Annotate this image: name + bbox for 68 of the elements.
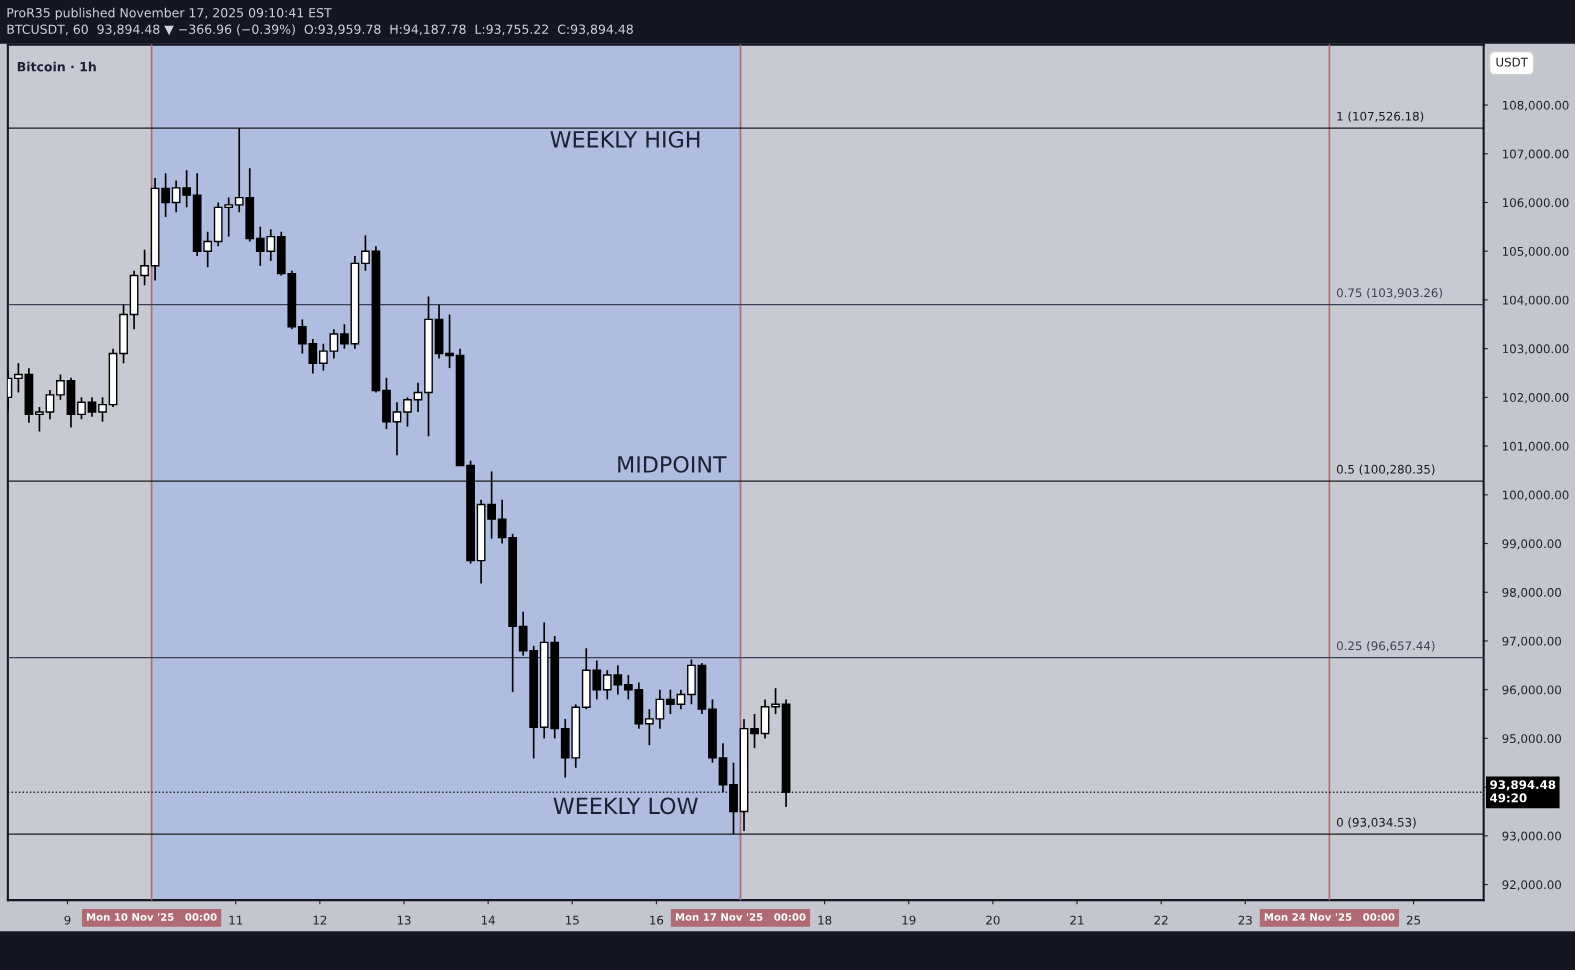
y-tick-label: 108,000.00: [1503, 100, 1569, 111]
ref-line-label: 0.75 (103,903.26): [1336, 288, 1442, 299]
ref-line-label: Mon 10 Nov '25 00:00: [86, 913, 217, 921]
candlestick: [14, 362, 23, 394]
candlestick: [98, 396, 107, 423]
annotation: WEEKLY HIGH: [550, 130, 700, 148]
ref-line-label: 0.25 (96,657.44): [1336, 641, 1435, 652]
y-tick-label: 104,000.00: [1503, 295, 1569, 306]
candlestick: [77, 396, 86, 421]
candlestick: [666, 688, 675, 715]
candlestick: [487, 470, 496, 540]
candlestick: [318, 342, 328, 372]
candlestick: [329, 328, 339, 360]
ref-line-label: 1 (107,526.18): [1337, 111, 1424, 123]
x-tick-label: 11: [229, 915, 243, 925]
x-tick-label: 25: [1406, 915, 1421, 925]
candlestick: [392, 401, 402, 457]
x-tick-label: 23: [1238, 915, 1252, 925]
candlestick: [87, 396, 97, 418]
annotation: Bitcoin · 1h: [17, 61, 96, 72]
chart-subtitle: BTCUSDT, 60 93,894.48 ▼ −366.96 (−0.39%) O:93,959.78 H:94,187.78 L:93,755.22 C:93,894.48: [7, 24, 633, 36]
ref-line-label: 0 (93,034.53): [1336, 817, 1416, 829]
candlestick: [676, 688, 686, 711]
y-tick-label: 106,000.00: [1503, 198, 1569, 209]
y-tick-label: 98,000.00: [1502, 587, 1561, 599]
y-axis-title: USDT: [1496, 57, 1528, 67]
x-tick-label: 19: [902, 915, 916, 925]
y-tick-label: 95,000.00: [1502, 734, 1561, 745]
x-tick-label: 15: [566, 915, 579, 925]
y-tick-label: 92,000.00: [1502, 880, 1561, 891]
candlestick: [56, 373, 65, 401]
x-tick-label: 21: [1070, 915, 1084, 925]
y-tick-label: 96,000.00: [1502, 685, 1561, 696]
candlestick: [644, 708, 654, 747]
y-tick-label: 99,000.00: [1502, 539, 1561, 550]
candlestick: [161, 172, 170, 218]
y-tick-label: 97,000.00: [1502, 636, 1561, 647]
annotation: WEEKLY LOW: [553, 797, 698, 815]
candlestick: [655, 688, 665, 730]
y-tick-label: 102,000.00: [1503, 393, 1569, 404]
candlestick: [140, 248, 149, 287]
candlestick: [403, 396, 412, 428]
candlestick: [750, 713, 759, 749]
annotation: MIDPOINT: [618, 456, 727, 473]
ref-line-label: Mon 24 Nov '25 00:00: [1264, 913, 1395, 921]
candlestick: [45, 389, 55, 421]
y-tick-label: 93,000.00: [1502, 831, 1561, 842]
y-tick-label: 103,000.00: [1503, 344, 1569, 355]
y-tick-label: 100,000.00: [1503, 490, 1569, 501]
candlestick: [340, 323, 349, 350]
x-tick-label: 9: [64, 915, 71, 925]
chart-title: ProR35 published November 17, 2025 09:10:41 EST: [7, 7, 332, 20]
y-tick-label: 107,000.00: [1503, 149, 1569, 160]
y-tick-label: 105,000.00: [1503, 246, 1569, 258]
x-tick-label: 16: [650, 915, 664, 925]
candlestick: [35, 406, 44, 433]
ref-line-label: Mon 17 Nov '25 00:00: [675, 913, 806, 921]
candlestick: [445, 313, 454, 369]
x-tick-label: 20: [986, 915, 1000, 925]
ref-line-label: 0.5 (100,280.35): [1336, 464, 1435, 476]
ref-line-label: 93,894.48 49:20: [1490, 780, 1556, 803]
x-tick-label: 18: [818, 915, 832, 925]
x-tick-label: 14: [481, 915, 495, 925]
x-tick-label: 13: [397, 915, 411, 925]
y-tick-label: 101,000.00: [1503, 441, 1569, 452]
x-tick-label: 22: [1154, 915, 1168, 925]
x-tick-label: 12: [313, 915, 327, 925]
candlestick: [361, 234, 370, 272]
